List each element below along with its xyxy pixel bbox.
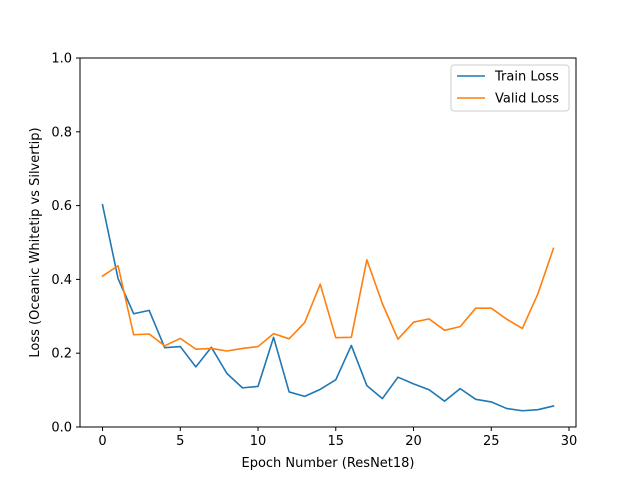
legend: Train Loss Valid Loss bbox=[450, 64, 570, 112]
y-axis-label: Loss (Oceanic Whitetip vs Silvertip) bbox=[28, 127, 43, 357]
y-tick-label: 0.6 bbox=[51, 199, 72, 214]
y-tick-label: 1.0 bbox=[51, 52, 72, 67]
y-tick-label: 0.4 bbox=[51, 273, 72, 288]
x-axis: 0 5 10 15 20 25 30 bbox=[98, 427, 577, 449]
legend-label: Train Loss bbox=[494, 70, 559, 85]
x-tick-label: 30 bbox=[561, 434, 578, 449]
x-axis-label: Epoch Number (ResNet18) bbox=[241, 456, 414, 471]
x-tick-label: 15 bbox=[328, 434, 345, 449]
x-tick-label: 5 bbox=[176, 434, 184, 449]
y-axis: 0.0 0.2 0.4 0.6 0.8 1.0 bbox=[51, 52, 80, 436]
series-line-train-loss bbox=[101, 203, 555, 412]
x-tick-label: 0 bbox=[98, 434, 106, 449]
plot-area bbox=[101, 203, 555, 412]
y-tick-label: 0.0 bbox=[51, 421, 72, 436]
x-tick-label: 25 bbox=[483, 434, 500, 449]
x-tick-label: 20 bbox=[405, 434, 422, 449]
plot-frame bbox=[79, 57, 577, 428]
y-tick-label: 0.8 bbox=[51, 125, 72, 140]
x-tick-label: 10 bbox=[250, 434, 267, 449]
series-line-valid-loss bbox=[101, 247, 555, 352]
legend-label: Valid Loss bbox=[495, 92, 559, 107]
y-tick-label: 0.2 bbox=[51, 347, 72, 362]
